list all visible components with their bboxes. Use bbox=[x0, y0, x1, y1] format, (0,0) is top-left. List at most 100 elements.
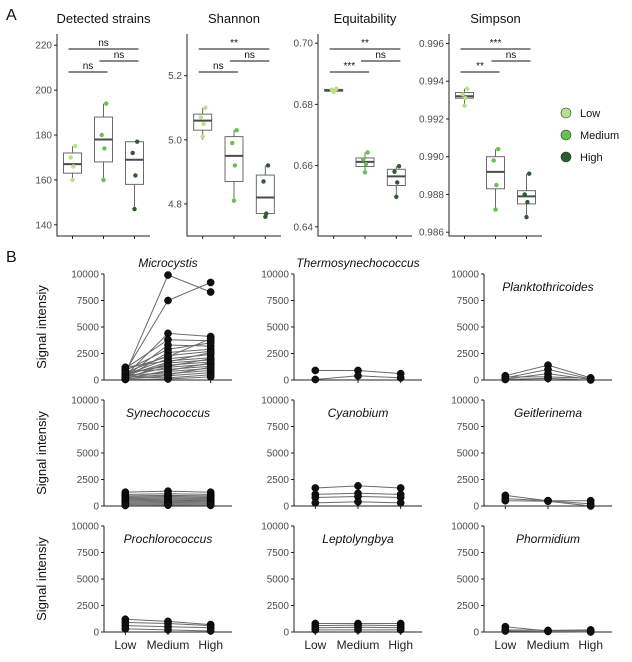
data-point bbox=[311, 375, 320, 384]
legend-label: High bbox=[580, 152, 603, 164]
y-tick-label: 0.992 bbox=[419, 114, 444, 125]
axis-frame bbox=[317, 34, 412, 237]
data-point bbox=[311, 626, 320, 634]
data-point bbox=[544, 497, 552, 506]
y-tick-label: 5000 bbox=[77, 575, 100, 586]
chart-title: Detected strains bbox=[57, 11, 151, 26]
significance-label: ns bbox=[506, 50, 517, 61]
data-point bbox=[101, 177, 106, 183]
y-tick-label: 0.996 bbox=[419, 39, 444, 50]
y-axis-label: Signal intensiy bbox=[34, 537, 49, 621]
data-point bbox=[361, 157, 366, 162]
chart-panel: 0 2500 5000 7500 10000 Low Medium High Leptolyng… bbox=[261, 522, 422, 652]
axis-frame bbox=[186, 34, 281, 237]
y-tick-label: 2500 bbox=[77, 349, 100, 360]
data-point bbox=[164, 626, 172, 634]
y-tick-label: 200 bbox=[35, 86, 52, 97]
data-point bbox=[264, 211, 269, 216]
y-tick-label: 7500 bbox=[457, 422, 480, 433]
y-tick-label: 220 bbox=[35, 41, 52, 52]
data-point bbox=[586, 628, 595, 636]
significance-label: ns bbox=[83, 61, 94, 72]
chart-panel: 0 2500 5000 7500 10000 Planktothricoides bbox=[451, 270, 612, 387]
y-tick-label: 0 bbox=[283, 628, 289, 639]
y-tick-label: 10000 bbox=[261, 522, 289, 533]
chart-panel: 0 2500 5000 7500 10000 Thermosynechococcus bbox=[261, 256, 422, 387]
y-tick-label: 10000 bbox=[71, 396, 99, 407]
chart-title: Equitability bbox=[334, 11, 397, 26]
x-tick-label: Low bbox=[304, 638, 326, 652]
data-point bbox=[230, 140, 235, 146]
y-tick-label: 0.990 bbox=[419, 152, 444, 163]
x-tick-label: Medium bbox=[337, 638, 380, 652]
data-point bbox=[164, 501, 172, 510]
data-point bbox=[206, 627, 215, 635]
data-point bbox=[265, 163, 271, 168]
data-point bbox=[586, 502, 595, 510]
data-point bbox=[311, 366, 320, 375]
y-tick-label: 5000 bbox=[267, 449, 290, 460]
y-tick-label: 5000 bbox=[267, 575, 290, 586]
data-point bbox=[394, 194, 399, 200]
y-tick-label: 5000 bbox=[77, 323, 100, 334]
y-tick-label: 0 bbox=[473, 628, 479, 639]
chart-panel: 0.986 0.988 0.990 0.992 0.994 0.996 Simpson ** n… bbox=[419, 11, 542, 239]
y-tick-label: 0.64 bbox=[294, 222, 314, 233]
data-point bbox=[206, 278, 215, 287]
x-tick-label: High bbox=[578, 638, 603, 652]
data-point bbox=[231, 198, 237, 203]
axis-frame bbox=[56, 34, 150, 237]
data-point bbox=[496, 146, 501, 152]
chart-title: Shannon bbox=[208, 11, 260, 26]
y-tick-label: 140 bbox=[35, 220, 52, 231]
data-point bbox=[460, 92, 465, 97]
data-point bbox=[396, 374, 405, 382]
legend-label: Medium bbox=[580, 130, 619, 142]
x-tick-label: Low bbox=[494, 638, 516, 652]
significance-label: ns bbox=[244, 50, 255, 61]
y-tick-label: 7500 bbox=[267, 548, 290, 559]
y-tick-label: 0.68 bbox=[294, 100, 314, 111]
y-tick-label: 5.2 bbox=[168, 71, 182, 82]
significance-label: ** bbox=[230, 38, 238, 49]
y-tick-label: 7500 bbox=[457, 548, 480, 559]
data-point bbox=[501, 627, 510, 635]
chart-panel: 0 2500 5000 7500 10000 Microcystis Signal inte… bbox=[34, 256, 232, 387]
box-body bbox=[125, 141, 144, 185]
y-tick-label: 7500 bbox=[77, 296, 100, 307]
y-tick-label: 0.70 bbox=[294, 39, 314, 50]
data-point bbox=[329, 87, 335, 92]
data-point bbox=[104, 101, 109, 106]
data-point bbox=[132, 206, 137, 212]
chart-panel: 0 2500 5000 7500 10000 Low Medium High Prochloro… bbox=[34, 522, 232, 652]
chart-panel: 0.64 0.66 0.68 0.70 Equitability *** ns ** bbox=[294, 11, 412, 239]
y-tick-label: 0.986 bbox=[419, 228, 444, 239]
data-point bbox=[501, 496, 510, 505]
data-point bbox=[201, 121, 206, 126]
chart-title: Leptolyngbya bbox=[322, 532, 394, 546]
data-point bbox=[261, 179, 266, 184]
chart-title: Planktothricoides bbox=[502, 280, 593, 294]
data-point bbox=[354, 371, 362, 380]
legend-swatch bbox=[560, 129, 572, 141]
data-point bbox=[133, 173, 138, 178]
y-tick-label: 2500 bbox=[267, 475, 290, 486]
chart-title: Thermosynechococcus bbox=[296, 256, 419, 270]
y-tick-label: 0 bbox=[473, 502, 479, 513]
axis-frame bbox=[448, 34, 542, 237]
y-tick-label: 180 bbox=[35, 131, 52, 142]
data-point bbox=[232, 163, 238, 168]
data-point bbox=[99, 132, 104, 138]
data-point bbox=[206, 372, 215, 381]
y-tick-label: 0 bbox=[283, 376, 289, 387]
data-point bbox=[522, 192, 527, 197]
data-point bbox=[203, 105, 208, 110]
box-body bbox=[224, 136, 244, 182]
y-tick-label: 0.66 bbox=[294, 161, 314, 172]
chart-title: Synechococcus bbox=[126, 406, 210, 420]
data-point bbox=[525, 199, 530, 205]
box-body bbox=[386, 168, 406, 187]
y-tick-label: 7500 bbox=[457, 296, 480, 307]
